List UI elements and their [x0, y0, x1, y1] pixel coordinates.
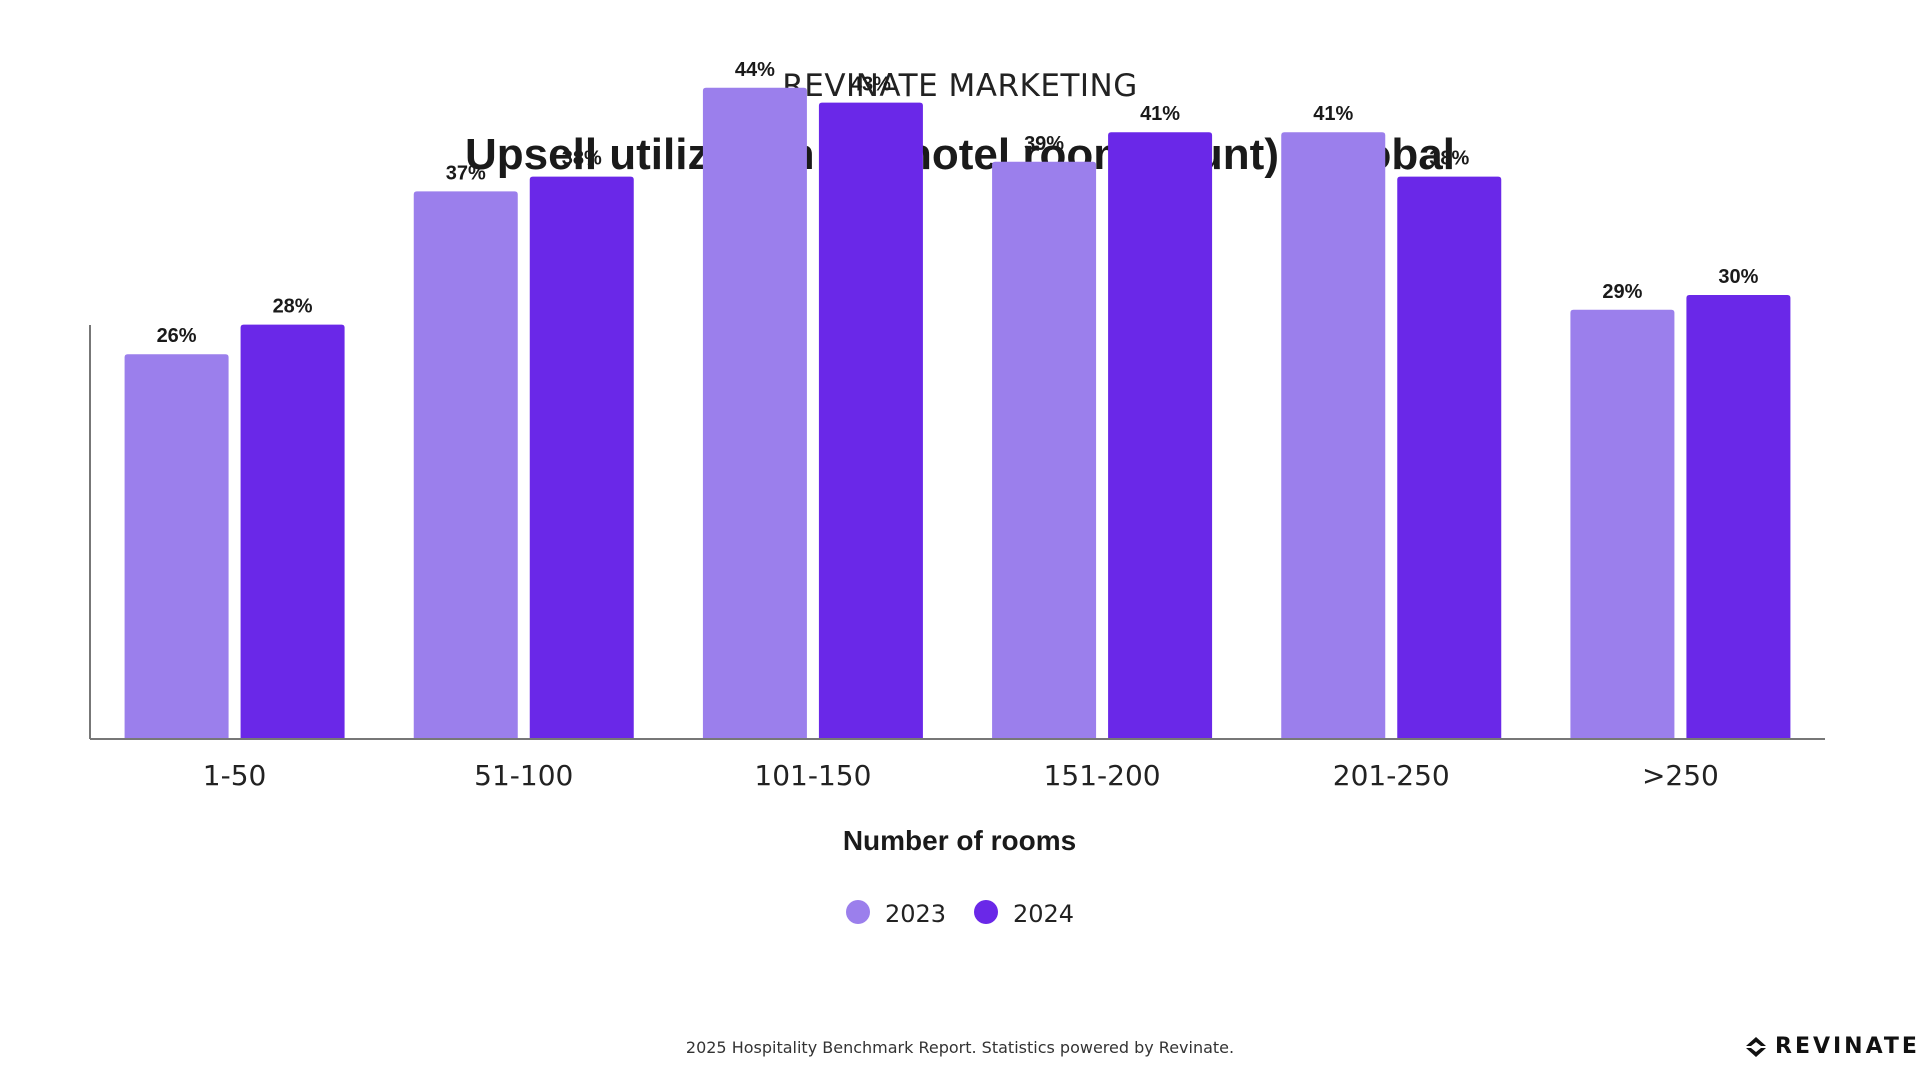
legend-swatch-2023 [846, 900, 870, 924]
value-label-2024-201-250: 38% [1429, 148, 1469, 170]
bar-2024-1-50 [240, 324, 345, 739]
bar-2023-51-100 [413, 191, 518, 739]
bar-2024-101-150 [818, 102, 923, 740]
value-label-2023-101-150: 44% [735, 59, 775, 81]
value-label-2023-1-50: 26% [157, 325, 197, 347]
bar-2023-1-50 [124, 354, 229, 739]
value-label-2024-51-100: 38% [562, 148, 602, 170]
bar-2024->250 [1686, 295, 1791, 739]
x-axis-title: Number of rooms [843, 825, 1076, 856]
legend-label-2024: 2024 [1013, 900, 1074, 928]
x-tick-label-51-100: 51-100 [474, 759, 573, 792]
bar-2023->250 [1570, 309, 1675, 739]
value-label-2024-151-200: 41% [1140, 103, 1180, 125]
bar-2023-101-150 [702, 87, 807, 740]
brand-header: REVINATE MARKETING [782, 68, 1138, 104]
bars-group [124, 87, 1791, 740]
logo-text: REVINATE [1775, 1034, 1920, 1059]
tick-labels-group: 1-50 51-100 101-150 151-200 201-250 >250 [203, 759, 1719, 792]
legend: 2023 2024 [846, 900, 1074, 928]
bar-2024-151-200 [1108, 132, 1213, 739]
x-tick-label->250: >250 [1642, 759, 1719, 792]
value-label-2023-51-100: 37% [446, 162, 486, 184]
bar-2023-201-250 [1281, 132, 1386, 739]
x-tick-label-201-250: 201-250 [1333, 759, 1450, 792]
revinate-logo: REVINATE [1745, 1034, 1920, 1059]
x-tick-label-1-50: 1-50 [203, 759, 267, 792]
footer-note: 2025 Hospitality Benchmark Report. Stati… [685, 1038, 1235, 1057]
value-label-2024-1-50: 28% [273, 296, 313, 318]
revinate-logo-icon [1746, 1036, 1766, 1057]
bar-2024-201-250 [1397, 176, 1502, 740]
value-label-2024->250: 30% [1718, 266, 1758, 288]
value-label-2024-101-150: 43% [851, 74, 891, 96]
value-label-2023->250: 29% [1602, 281, 1642, 303]
legend-label-2023: 2023 [885, 900, 946, 928]
value-label-2023-151-200: 39% [1024, 133, 1064, 155]
value-labels-group: 26% 28% 37% 38% 44% 43% 39% 41% 41% 38% 29% 30% [157, 59, 1759, 347]
x-tick-label-101-150: 101-150 [754, 759, 871, 792]
bar-2023-151-200 [992, 161, 1097, 740]
x-tick-label-151-200: 151-200 [1044, 759, 1161, 792]
legend-swatch-2024 [974, 900, 998, 924]
bar-2024-51-100 [529, 176, 634, 740]
value-label-2023-201-250: 41% [1313, 103, 1353, 125]
